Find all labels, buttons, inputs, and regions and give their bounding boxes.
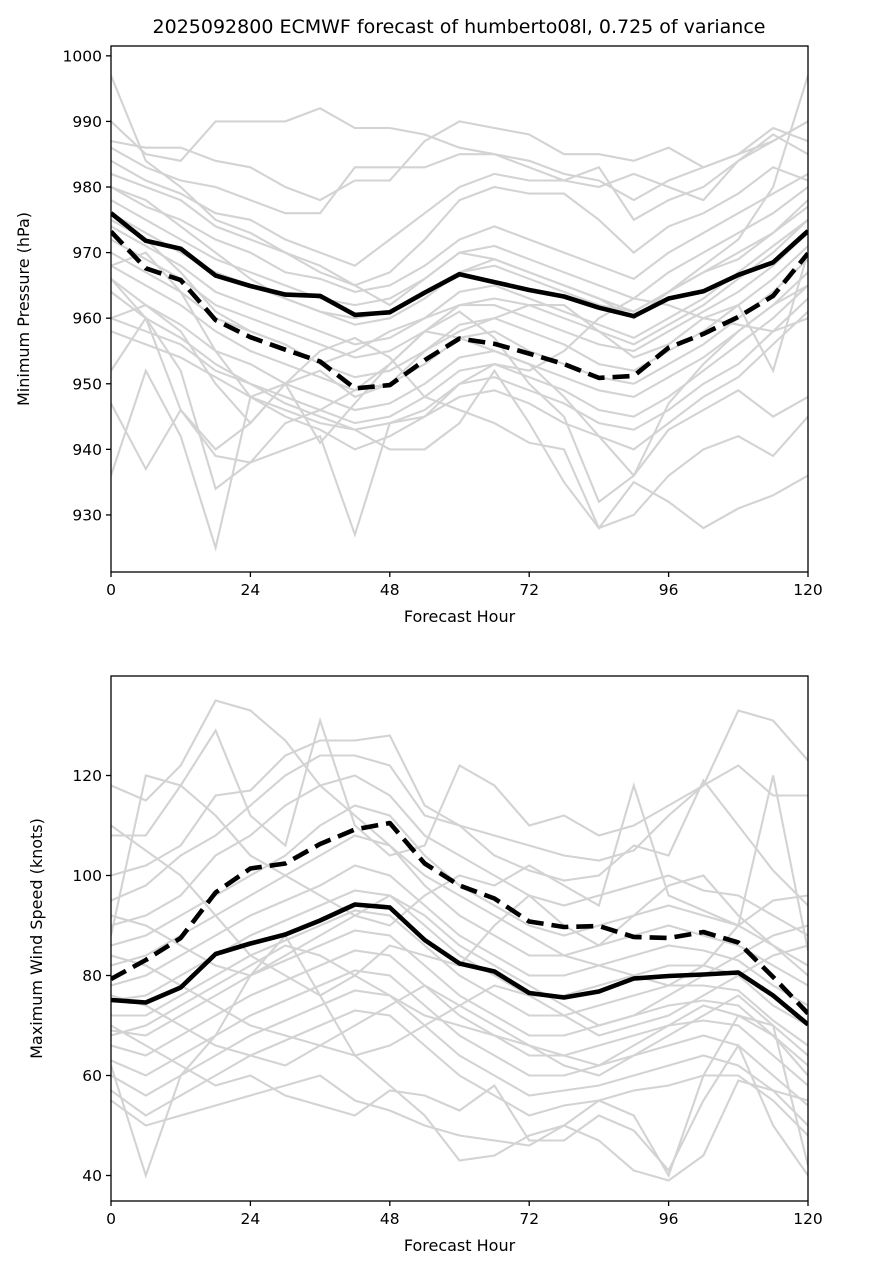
ensemble-member-line (111, 271, 808, 412)
x-tick-label: 24 (241, 1210, 261, 1228)
y-tick-label: 80 (82, 967, 102, 985)
ensemble-member-line (111, 754, 808, 907)
ensemble-member-line (111, 186, 808, 307)
ensemble-member-line (111, 1009, 808, 1137)
ensemble-member-line (111, 107, 808, 202)
chart-title: 2025092800 ECMWF forecast of humberto08l… (153, 16, 766, 38)
ensemble-member-line (111, 774, 808, 951)
y-tick-label: 970 (72, 244, 102, 262)
y-tick-label: 1000 (63, 47, 102, 65)
ensemble-member-line (111, 804, 808, 967)
ensemble-member-line (111, 709, 808, 857)
ensemble-member-line (111, 1024, 808, 1177)
dashed-perturbation-line (111, 230, 808, 391)
pressure-mean-lines (111, 211, 808, 391)
x-tick-label: 48 (380, 1210, 400, 1228)
dashed-perturbation-line (111, 820, 808, 1016)
ensemble-member-line (111, 984, 808, 1077)
ensemble-member-line (111, 310, 808, 451)
y-tick-label: 100 (72, 867, 102, 885)
ensemble-member-line (111, 933, 808, 1179)
x-tick-label: 96 (659, 581, 679, 599)
ensemble-member-line (111, 133, 808, 267)
ensemble-member-line (111, 218, 808, 346)
ensemble-member-line (111, 251, 808, 530)
ensemble-member-line (111, 1074, 808, 1182)
y-tick-label: 40 (82, 1167, 102, 1185)
solid-mean-line (111, 211, 808, 319)
pressure-axes-frame (110, 45, 809, 573)
pressure-x-axis-label: Forecast Hour (404, 607, 516, 626)
ensemble-member-line (111, 969, 808, 1107)
ensemble-member-line (111, 252, 808, 451)
x-tick-label: 0 (106, 1210, 116, 1228)
x-tick-label: 24 (241, 581, 261, 599)
ensemble-member-line (111, 297, 808, 538)
y-tick-label: 930 (72, 506, 102, 524)
pressure-y-axis-label: Minimum Pressure (hPa) (14, 212, 33, 406)
ensemble-member-line (111, 699, 808, 987)
ensemble-member-line (111, 120, 808, 202)
x-tick-label: 0 (106, 581, 116, 599)
solid-mean-line (111, 902, 808, 1027)
pressure-y-ticks: 930 940 950 960 970 980 990 1000 (63, 47, 111, 524)
y-tick-label: 60 (82, 1067, 102, 1085)
ensemble-member-line (111, 310, 808, 552)
ensemble-member-line (111, 166, 808, 287)
y-tick-label: 960 (72, 310, 102, 328)
x-tick-label: 48 (380, 581, 400, 599)
ensemble-member-line (111, 894, 808, 1027)
pressure-x-ticks: 0 24 48 72 96 120 (106, 572, 823, 599)
wind-x-axis-label: Forecast Hour (404, 1236, 516, 1255)
y-tick-label: 120 (72, 767, 102, 785)
pressure-panel: 0 24 48 72 96 120 930 940 950 960 970 980 990 1000 F… (14, 45, 823, 626)
ensemble-member-line (111, 303, 808, 530)
ensemble-member-line (111, 944, 808, 1077)
wind-y-axis-label: Maximum Wind Speed (knots) (27, 818, 46, 1059)
ensemble-member-line (111, 120, 808, 215)
wind-y-ticks: 40 60 80 100 120 (72, 767, 111, 1185)
x-tick-label: 120 (793, 1210, 823, 1228)
y-tick-label: 980 (72, 179, 102, 197)
wind-mean-lines (111, 820, 808, 1027)
ensemble-member-line (111, 218, 808, 366)
wind-x-ticks: 0 24 48 72 96 120 (106, 1201, 823, 1228)
y-tick-label: 940 (72, 441, 102, 459)
ensemble-member-line (111, 834, 808, 987)
y-tick-label: 950 (72, 375, 102, 393)
ensemble-member-line (111, 774, 808, 937)
wind-axes-frame (110, 675, 809, 1202)
y-tick-label: 990 (72, 113, 102, 131)
x-tick-label: 72 (519, 1210, 539, 1228)
ensemble-member-line (111, 284, 808, 425)
x-tick-label: 120 (793, 581, 823, 599)
x-tick-label: 72 (519, 581, 539, 599)
x-tick-label: 96 (659, 1210, 679, 1228)
wind-ensemble-members (111, 699, 808, 1182)
ensemble-member-line (111, 172, 808, 293)
